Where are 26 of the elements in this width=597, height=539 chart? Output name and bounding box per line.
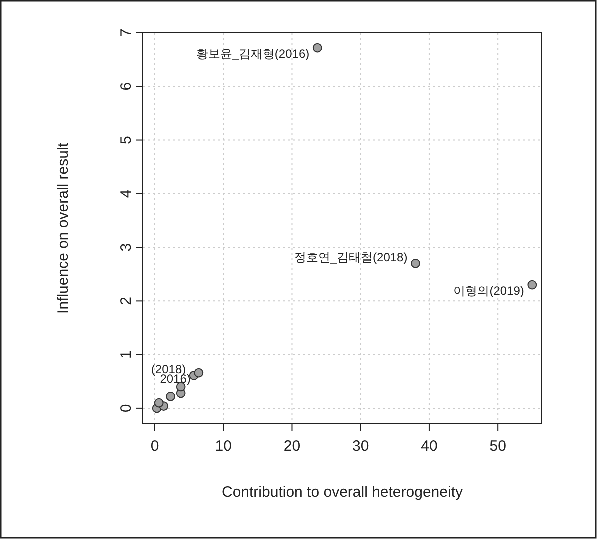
x-axis-title: Contribution to overall heterogeneity (222, 484, 464, 501)
point (194, 368, 204, 378)
annotation: 황보윤_김재형(2016) (196, 47, 310, 62)
annotation: (2018) (151, 362, 186, 377)
x-tick-label: 10 (215, 438, 232, 455)
y-tick-label: 1 (118, 350, 135, 359)
y-tick-label: 5 (118, 136, 135, 144)
point (411, 258, 420, 268)
y-tick-label: 7 (118, 28, 135, 38)
x-tick-label: 0 (150, 438, 160, 455)
y-axis-title: Influence on overall result (55, 142, 72, 314)
annotation: 정호연_김태철(2018) (294, 250, 408, 265)
x-tick-label: 50 (490, 438, 506, 455)
y-tick-label: 3 (118, 243, 135, 252)
y-tick-label: 0 (118, 404, 135, 413)
y-tick-label: 2 (118, 297, 135, 306)
y-tick-label: 6 (118, 82, 135, 91)
x-tick-label: 30 (352, 438, 370, 455)
x-tick-label: 20 (284, 438, 301, 455)
annotation: 이형의(2019) (454, 284, 524, 298)
y-tick-label: 4 (118, 190, 135, 198)
x-tick-label: 40 (421, 438, 438, 455)
point (154, 398, 164, 408)
point (528, 280, 538, 290)
point (166, 392, 176, 402)
point (312, 43, 322, 53)
